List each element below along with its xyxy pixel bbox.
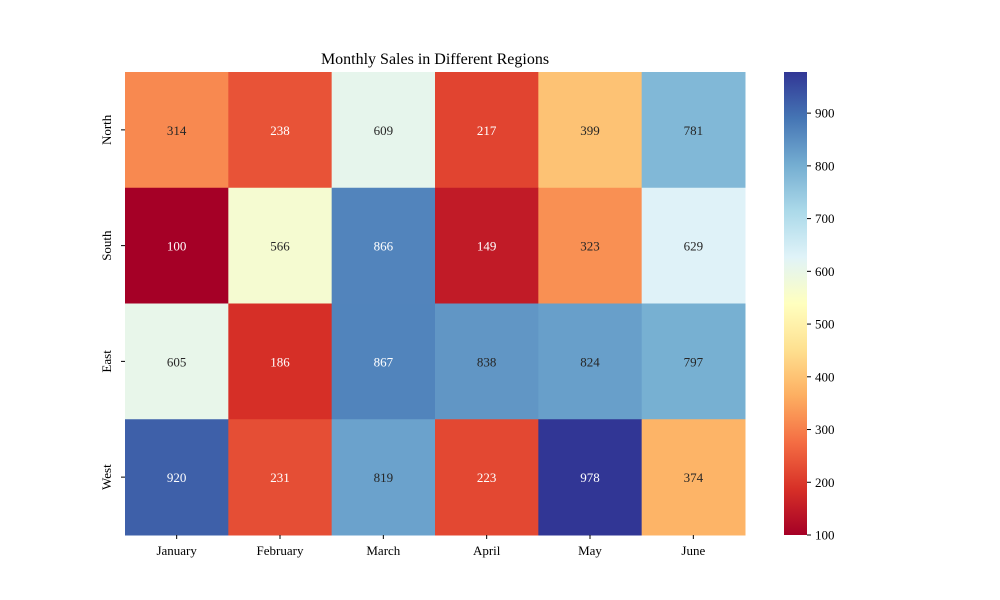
cell-value-label: 866 bbox=[374, 239, 394, 254]
cell-value-label: 566 bbox=[270, 239, 290, 254]
cell-value-label: 314 bbox=[167, 123, 187, 138]
heatmap-cell bbox=[331, 72, 436, 189]
x-tick-label: February bbox=[257, 543, 304, 558]
colorbar-tick-label: 400 bbox=[815, 369, 835, 384]
cell-value-label: 629 bbox=[684, 239, 704, 254]
cell-value-label: 605 bbox=[167, 354, 187, 369]
heatmap-cell bbox=[125, 419, 229, 536]
heatmap-cell bbox=[435, 419, 539, 536]
colorbar-tick-label: 200 bbox=[815, 475, 835, 490]
heatmap-cells: 314 238 609 217 399 781 100 566 866 149 323 629 605 1… bbox=[125, 72, 746, 536]
y-tick-label: West bbox=[99, 464, 114, 490]
cell-value-label: 223 bbox=[477, 470, 497, 485]
cell-value-label: 323 bbox=[580, 239, 600, 254]
heatmap-cell bbox=[435, 72, 539, 189]
heatmap-cell bbox=[641, 419, 746, 536]
heatmap-cell bbox=[228, 419, 333, 536]
heatmap-cell bbox=[538, 187, 643, 304]
heatmap-cell bbox=[331, 303, 436, 420]
colorbar-tick-label: 100 bbox=[815, 528, 835, 543]
heatmap-cell bbox=[228, 303, 333, 420]
y-tick-label: East bbox=[99, 350, 114, 373]
heatmap-cell bbox=[125, 303, 229, 420]
cell-value-label: 797 bbox=[684, 354, 704, 369]
cell-value-label: 867 bbox=[374, 354, 394, 369]
x-tick-label: April bbox=[473, 543, 501, 558]
colorbar-tick-label: 600 bbox=[815, 264, 835, 279]
heatmap-cell bbox=[331, 419, 436, 536]
colorbar-tick-label: 700 bbox=[815, 211, 835, 226]
heatmap-cell bbox=[125, 72, 229, 189]
heatmap-cell bbox=[435, 187, 539, 304]
cell-value-label: 920 bbox=[167, 470, 187, 485]
colorbar bbox=[784, 72, 807, 535]
cell-value-label: 374 bbox=[684, 470, 704, 485]
heatmap-cell bbox=[641, 187, 746, 304]
colorbar-tick-label: 800 bbox=[815, 158, 835, 173]
chart-title: Monthly Sales in Different Regions bbox=[321, 51, 549, 68]
colorbar-tick-label: 300 bbox=[815, 422, 835, 437]
colorbar-tick-label: 900 bbox=[815, 106, 835, 121]
heatmap-cell bbox=[538, 303, 643, 420]
cell-value-label: 238 bbox=[270, 123, 290, 138]
x-axis-ticks: January February March April May June bbox=[156, 535, 705, 558]
heatmap-cell bbox=[228, 187, 333, 304]
y-tick-label: North bbox=[99, 114, 114, 145]
cell-value-label: 824 bbox=[580, 354, 600, 369]
heatmap-cell bbox=[641, 72, 746, 189]
cell-value-label: 838 bbox=[477, 354, 497, 369]
x-tick-label: January bbox=[156, 543, 197, 558]
cell-value-label: 149 bbox=[477, 239, 497, 254]
heatmap-cell bbox=[538, 419, 643, 536]
cell-value-label: 819 bbox=[374, 470, 394, 485]
x-tick-label: March bbox=[366, 543, 400, 558]
y-tick-label: South bbox=[99, 230, 114, 261]
heatmap-cell bbox=[538, 72, 643, 189]
cell-value-label: 781 bbox=[684, 123, 704, 138]
x-tick-label: June bbox=[681, 543, 705, 558]
y-axis-ticks: North South East West bbox=[99, 114, 125, 490]
cell-value-label: 978 bbox=[580, 470, 600, 485]
cell-value-label: 217 bbox=[477, 123, 497, 138]
cell-value-label: 399 bbox=[580, 123, 600, 138]
cell-value-label: 609 bbox=[374, 123, 394, 138]
heatmap-cell bbox=[435, 303, 539, 420]
heatmap-cell bbox=[641, 303, 746, 420]
heatmap-cell bbox=[331, 187, 436, 304]
cell-value-label: 231 bbox=[270, 470, 290, 485]
cell-value-label: 186 bbox=[270, 354, 290, 369]
colorbar-ticks: 100 200 300 400 500 600 700 800 900 bbox=[807, 106, 835, 543]
heatmap-cell bbox=[125, 187, 229, 304]
heatmap-cell bbox=[228, 72, 333, 189]
x-tick-label: May bbox=[578, 543, 602, 558]
colorbar-tick-label: 500 bbox=[815, 317, 835, 332]
cell-value-label: 100 bbox=[167, 239, 187, 254]
